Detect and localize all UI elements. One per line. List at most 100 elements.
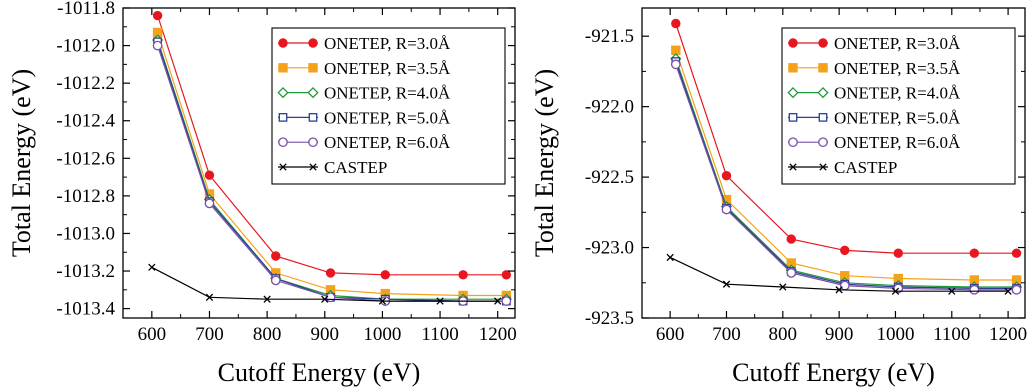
legend-marker <box>788 63 798 73</box>
x-tick-label: 1200 <box>989 324 1027 345</box>
legend-marker <box>277 86 289 99</box>
y-tick-label: -1011.8 <box>57 0 115 19</box>
y-tick-label: -1012.4 <box>56 111 115 132</box>
plot-frame <box>122 7 516 319</box>
data-point <box>1004 287 1012 295</box>
x-tick-label: 700 <box>712 324 741 345</box>
y-tick-label: -922.5 <box>585 167 634 188</box>
data-point <box>969 284 980 295</box>
x-tick-label: 1200 <box>479 324 517 345</box>
data-point <box>325 268 336 278</box>
data-point <box>670 59 681 70</box>
y-tick-label: -1013.0 <box>56 223 115 244</box>
data-point <box>948 287 956 295</box>
x-tick-label: 1000 <box>363 324 401 345</box>
legend-label: ONETEP, R=5.0Å <box>324 108 451 127</box>
y-tick-label: -923.5 <box>585 308 634 329</box>
legend-marker <box>817 86 829 99</box>
chart-panel-2: 600 700 800 900 1000 1100 1200 -921.5 -922.0 -922… <box>530 7 1027 387</box>
legend-marker <box>819 163 827 171</box>
x-tick-label: 900 <box>825 324 854 345</box>
data-point <box>494 297 502 305</box>
x-axis-title: Cutoff Energy (eV) <box>218 358 421 387</box>
data-point <box>148 263 156 271</box>
y-tick-label: -1013.4 <box>56 299 115 320</box>
legend-label: ONETEP, R=4.0Å <box>324 84 451 103</box>
data-point <box>325 292 336 303</box>
legend-marker <box>309 163 317 171</box>
legend-label: CASTEP <box>834 158 897 177</box>
data-point <box>722 280 731 288</box>
legend: ONETEP, R=3.0Å ONETEP, R=3.5Å ONETEP, R=4.… <box>271 27 506 185</box>
x-tick-label: 600 <box>656 324 685 345</box>
legend-marker <box>279 163 287 171</box>
legend-label: ONETEP, R=3.0Å <box>834 34 961 53</box>
legend-marker <box>818 63 828 73</box>
data-point <box>1011 248 1022 258</box>
data-point <box>205 293 214 301</box>
y-axis-title: Total Energy (eV) <box>530 69 559 257</box>
legend-label: ONETEP, R=3.5Å <box>834 59 961 78</box>
legend-marker <box>308 113 318 122</box>
legend-marker <box>787 86 799 99</box>
legend-box <box>271 27 506 185</box>
legend-marker <box>789 163 797 171</box>
legend: ONETEP, R=3.0Å ONETEP, R=3.5Å ONETEP, R=4.… <box>781 27 1016 185</box>
x-tick-label: 600 <box>138 324 167 345</box>
legend-marker <box>308 63 318 73</box>
legend-marker <box>278 38 288 48</box>
legend-marker <box>278 63 288 73</box>
legend-label: ONETEP, R=3.5Å <box>324 59 451 78</box>
y-tick-label: -1012.2 <box>56 73 115 94</box>
x-tick-label: 800 <box>253 324 282 345</box>
legend-marker <box>788 38 798 48</box>
y-tick-label: -1013.2 <box>56 261 115 282</box>
y-tick-label: -921.5 <box>585 26 634 47</box>
data-point <box>840 245 850 256</box>
legend-label: ONETEP, R=3.0Å <box>324 34 451 53</box>
legend-label: ONETEP, R=5.0Å <box>834 108 961 127</box>
legend-marker <box>788 137 798 148</box>
legend-label: CASTEP <box>324 158 387 177</box>
data-point <box>891 287 900 295</box>
legend-marker <box>278 137 288 148</box>
legend-label: ONETEP, R=4.0Å <box>834 84 961 103</box>
data-point <box>321 295 329 303</box>
y-axis-title: Total Energy (eV) <box>7 69 36 257</box>
x-tick-label: 1100 <box>421 324 458 345</box>
legend-label: ONETEP, R=6.0Å <box>834 133 961 152</box>
data-point <box>721 204 732 215</box>
legend-box <box>781 27 1016 185</box>
y-tick-label: -1012.8 <box>56 186 115 207</box>
data-point <box>721 170 732 181</box>
legend-marker <box>308 38 318 48</box>
data-point <box>835 286 843 294</box>
x-axis-title: Cutoff Energy (eV) <box>732 358 935 387</box>
data-point <box>666 253 674 262</box>
data-point <box>152 10 163 21</box>
data-point <box>893 248 903 258</box>
data-point <box>204 170 215 180</box>
data-point <box>1011 284 1022 295</box>
legend-marker <box>818 137 828 148</box>
data-point <box>458 270 468 280</box>
data-point <box>436 297 444 305</box>
data-point <box>786 268 797 278</box>
x-tick-label: 800 <box>769 324 798 345</box>
legend-marker <box>818 38 828 48</box>
x-tick-label: 1100 <box>933 324 970 345</box>
data-point <box>671 18 681 29</box>
y-tick-label: -1012.6 <box>56 148 115 169</box>
data-point <box>779 283 787 291</box>
legend-marker <box>307 86 319 99</box>
data-point <box>501 296 512 306</box>
data-point <box>839 280 850 291</box>
data-point <box>969 248 980 258</box>
legend-marker <box>278 113 288 122</box>
x-tick-label: 1000 <box>876 324 914 345</box>
data-point <box>271 251 281 261</box>
data-point <box>270 275 281 286</box>
y-tick-label: -1012.0 <box>56 36 115 57</box>
y-tick-label: -922.0 <box>585 97 634 118</box>
